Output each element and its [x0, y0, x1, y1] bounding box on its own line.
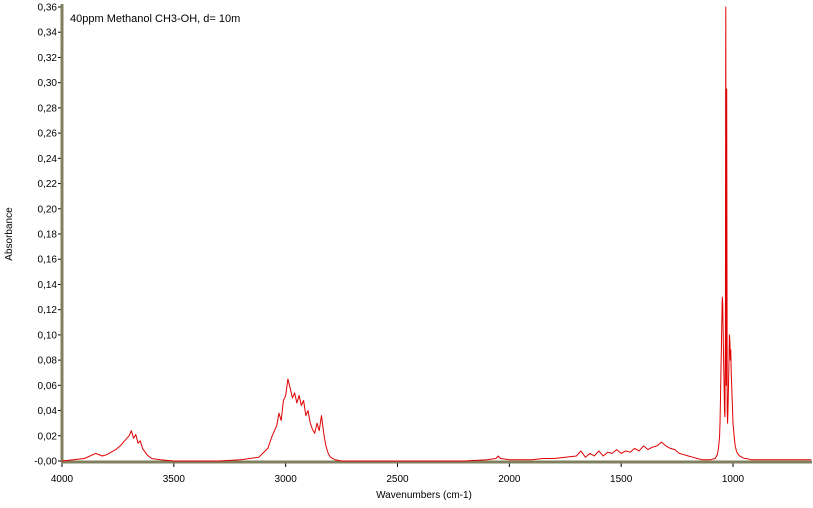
y-tick-label: 0,32 [38, 53, 58, 64]
x-tick-label: 1500 [610, 474, 633, 485]
x-tick-label: 2500 [386, 474, 409, 485]
y-tick-label: 0,14 [38, 280, 58, 291]
y-tick-label: -0,00 [34, 457, 57, 468]
y-tick-label: 0,02 [38, 431, 58, 442]
x-tick-label: 4000 [51, 474, 74, 485]
y-tick-label: 0,24 [38, 154, 58, 165]
y-axis-ticks: 0,36 0,34 0,32 0,30 0,28 0,26 0,24 0,22 0,20 0,18… [34, 3, 62, 468]
x-axis-ticks: 4000 3500 3000 2500 2000 1500 1000 [51, 462, 745, 485]
y-tick-label: 0,34 [38, 28, 58, 39]
y-tick-label: 0,28 [38, 103, 58, 114]
spectrum-line [61, 6, 812, 462]
y-axis-title: Absorbance [4, 207, 15, 261]
y-tick-label: 0,08 [38, 356, 58, 367]
series-layer [61, 6, 812, 462]
x-tick-label: 1000 [722, 474, 745, 485]
y-tick-label: 0,36 [38, 3, 58, 14]
x-axis-title: Wavenumbers (cm-1) [376, 490, 472, 501]
y-tick-label: 0,12 [38, 305, 58, 316]
y-tick-label: 0,18 [38, 230, 58, 241]
x-tick-label: 3000 [275, 474, 298, 485]
y-tick-label: 0,16 [38, 255, 58, 266]
x-tick-label: 2000 [498, 474, 521, 485]
y-tick-label: 0,10 [38, 330, 58, 341]
y-tick-label: 0,06 [38, 381, 58, 392]
y-tick-label: 0,30 [38, 78, 58, 89]
y-tick-label: 0,26 [38, 129, 58, 140]
x-tick-label: 3500 [163, 474, 186, 485]
y-tick-label: 0,04 [38, 406, 58, 417]
y-tick-label: 0,22 [38, 179, 58, 190]
y-tick-label: 0,20 [38, 204, 58, 215]
chart-annotation: 40ppm Methanol CH3-OH, d= 10m [70, 13, 240, 25]
